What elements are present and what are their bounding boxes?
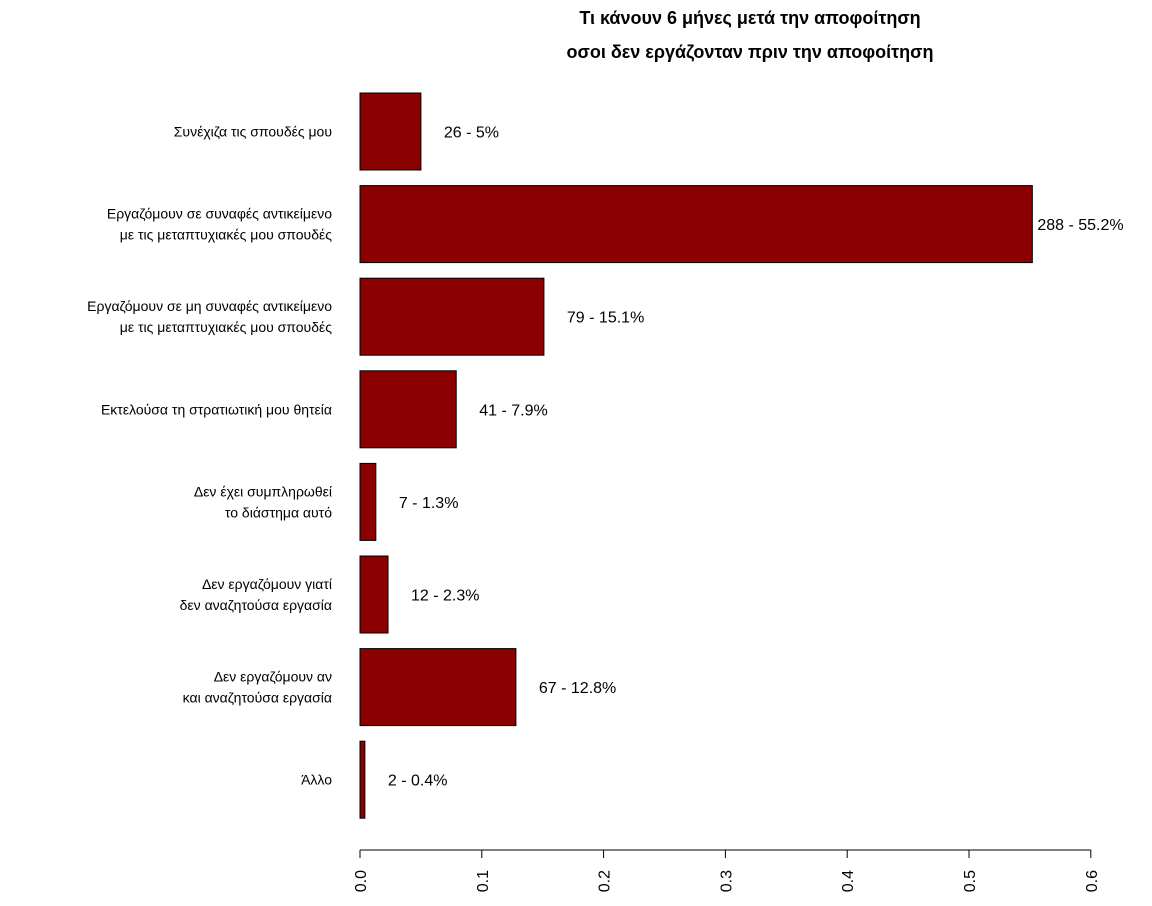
bar <box>359 462 377 541</box>
bar <box>359 370 457 449</box>
x-tick-label: 0.4 <box>840 870 857 892</box>
category-labels: Συνέχιζα τις σπουδές μου Εργαζόμουν σε συ… <box>87 124 332 788</box>
category-label: Δεν εργαζόμουν αν και αναζητούσα εργασία <box>183 669 332 706</box>
x-axis: 0.0 0.1 0.2 0.3 0.4 0.5 0.6 <box>353 849 1101 892</box>
category-label: Εργαζόμουν σε συναφές αντικείμενο με τις … <box>107 206 332 243</box>
category-label: Εκτελούσα τη στρατιωτική μου θητεία <box>101 401 332 417</box>
x-tick-label: 0.2 <box>597 870 614 892</box>
bar <box>359 555 389 634</box>
x-tick-label: 0.5 <box>962 870 979 892</box>
data-label: 41 - 7.9% <box>479 402 547 419</box>
data-label: 79 - 15.1% <box>567 310 644 327</box>
bar <box>359 185 1033 264</box>
data-label: 67 - 12.8% <box>539 680 616 697</box>
bar <box>359 740 366 819</box>
chart-title-line: οσοι δεν εργάζονταν πριν την αποφοίτηση <box>567 42 934 63</box>
bar <box>359 92 422 171</box>
chart-title-line: Τι κάνουν 6 μήνες μετά την αποφοίτηση <box>579 8 920 28</box>
data-label: 2 - 0.4% <box>388 773 448 790</box>
chart-title: Τι κάνουν 6 μήνες μετά την αποφοίτηση οσο… <box>567 8 934 63</box>
bars <box>359 92 1033 819</box>
category-label: Δεν έχει συμπληρωθεί το διάστημα αυτό <box>194 483 332 520</box>
x-tick-label: 0.6 <box>1084 870 1101 892</box>
x-tick-label: 0.0 <box>353 870 370 892</box>
data-label: 26 - 5% <box>444 125 499 142</box>
x-tick-label: 0.1 <box>475 870 492 892</box>
category-label: Συνέχιζα τις σπουδές μου <box>174 124 332 140</box>
data-labels: 26 - 5% 288 - 55.2% 79 - 15.1% 41 - 7.9% 7 -… <box>388 125 1124 790</box>
bar <box>359 648 517 727</box>
data-label: 7 - 1.3% <box>399 495 459 512</box>
data-label: 288 - 55.2% <box>1037 217 1123 234</box>
bar <box>359 277 545 356</box>
category-label: Άλλο <box>301 772 332 788</box>
category-label: Εργαζόμουν σε μη συναφές αντικείμενο με τ… <box>87 298 332 335</box>
x-tick-label: 0.3 <box>718 870 735 892</box>
data-label: 12 - 2.3% <box>411 588 479 605</box>
category-label: Δεν εργαζόμουν γιατί δεν αναζητούσα εργασ… <box>180 576 332 613</box>
